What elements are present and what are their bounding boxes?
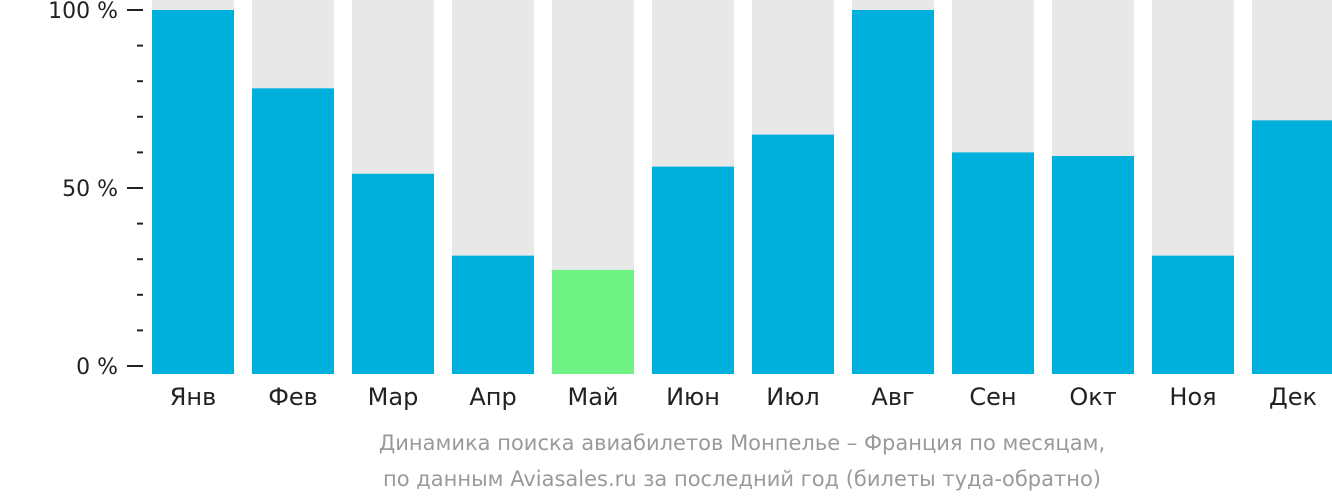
bar-month-7 [752,134,834,374]
x-tick-label-month-12: Дек [1269,383,1317,411]
y-tick-label: 100 % [48,0,118,24]
x-tick-label-month-11: Ноя [1169,383,1216,411]
bar-month-12 [1252,120,1332,374]
x-tick-label-month-4: Апр [469,383,516,411]
x-axis-labels: Янв Фев Мар Апр Май Июн Июл Авг Сен Окт Ноя Дек [170,383,1317,411]
bar-month-9 [952,152,1034,374]
x-tick-label-month-9: Сен [969,383,1016,411]
x-tick-label-month-3: Мар [368,383,419,411]
x-tick-label-month-6: Июн [666,383,720,411]
x-tick-label-month-1: Янв [170,383,217,411]
y-axis: 0 % 50 % 100 % [48,0,143,380]
x-tick-label-month-5: Май [567,383,618,411]
bar-month-11 [1152,255,1234,374]
x-tick-label-month-8: Авг [871,383,914,411]
bar-month-5 [552,269,634,374]
x-tick-label-month-10: Окт [1069,383,1116,411]
bar-month-10 [1052,155,1134,374]
bar-month-8 [852,10,934,374]
x-tick-label-month-7: Июл [766,383,820,411]
bar-month-4 [452,255,534,374]
bar-month-2 [252,88,334,374]
y-tick-label: 50 % [62,177,118,202]
bar-month-6 [652,166,734,374]
bar-month-3 [352,173,434,374]
x-tick-label-month-2: Фев [268,383,318,411]
bars [152,10,1332,374]
bar-month-1 [152,10,234,374]
chart-caption-line-1: Динамика поиска авиабилетов Монпелье – Ф… [378,431,1106,455]
y-tick-label: 0 % [76,355,118,380]
chart-caption-line-2: по данным Aviasales.ru за последний год … [383,467,1101,491]
